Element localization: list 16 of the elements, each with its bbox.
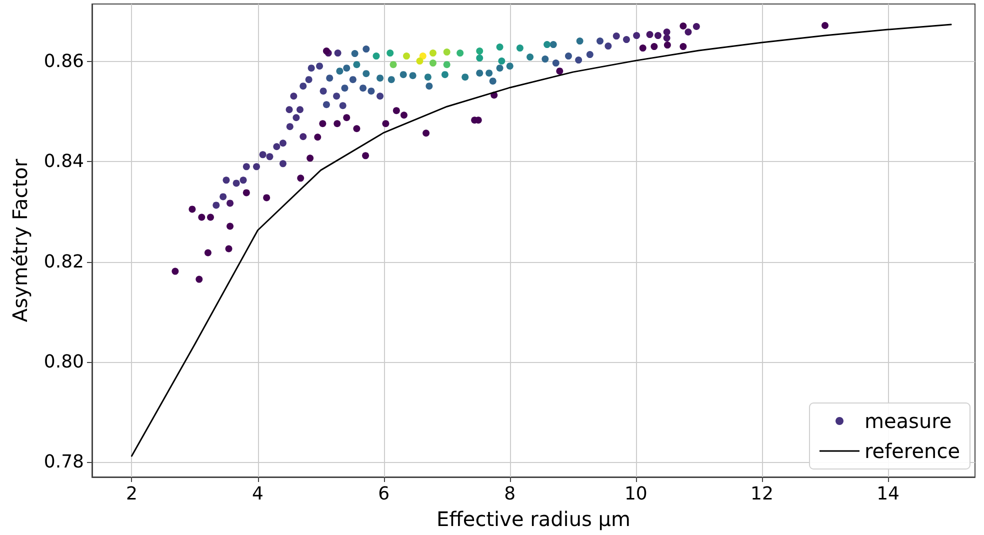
legend-label: measure [864, 409, 952, 433]
y-tick-label: 0.86 [44, 51, 84, 72]
x-tick-label: 12 [750, 484, 774, 504]
x-tick-label: 6 [378, 484, 390, 504]
y-tick-label: 0.80 [44, 351, 84, 372]
x-tick-label: 2 [126, 484, 138, 504]
x-tick-label: 4 [252, 484, 264, 504]
x-axis-title: Effective radius μm [436, 507, 631, 531]
x-tick-label: 14 [876, 484, 900, 504]
y-tick-label: 0.84 [44, 151, 84, 172]
x-tick-label: 8 [504, 484, 516, 504]
legend-label: reference [864, 439, 960, 463]
y-axis-title: Asymétry Factor [8, 158, 32, 322]
y-tick-label: 0.78 [44, 451, 84, 472]
y-tick-label: 0.82 [44, 251, 84, 272]
x-tick-label: 10 [624, 484, 648, 504]
